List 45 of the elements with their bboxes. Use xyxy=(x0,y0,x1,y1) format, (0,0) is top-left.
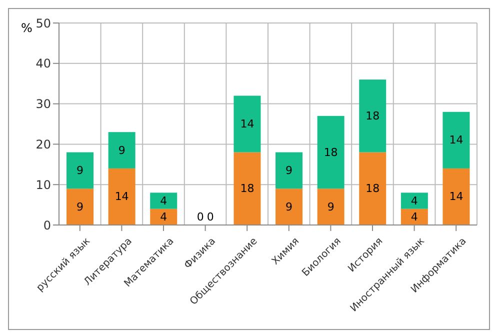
bar xyxy=(66,188,94,225)
bar xyxy=(442,112,470,168)
bar xyxy=(276,152,303,189)
y-tick-label: 10 xyxy=(36,178,51,192)
data-label: 9 xyxy=(327,200,334,214)
data-label: 4 xyxy=(160,194,168,208)
data-label: 14 xyxy=(114,190,129,204)
data-label: 4 xyxy=(410,194,418,208)
data-label: 14 xyxy=(240,118,254,130)
data-label: 9 xyxy=(286,200,293,214)
y-tick-label: 40 xyxy=(36,56,51,71)
y-tick-label: 0 xyxy=(43,218,51,232)
data-label: 0 xyxy=(196,210,204,224)
bar xyxy=(66,152,94,189)
data-label: 0 xyxy=(206,210,214,224)
bar xyxy=(442,168,470,225)
bar xyxy=(234,96,261,152)
y-axis-title: % xyxy=(21,21,32,35)
data-label: 9 xyxy=(118,144,126,157)
bar xyxy=(108,132,136,168)
data-label: 18 xyxy=(324,146,338,159)
y-tick-label: 30 xyxy=(36,97,51,112)
data-label: 18 xyxy=(366,109,380,122)
bar xyxy=(234,152,261,225)
data-label: 4 xyxy=(410,210,418,224)
bar xyxy=(359,80,386,152)
data-label: 9 xyxy=(286,164,293,177)
bar xyxy=(359,152,386,225)
bar xyxy=(400,208,428,225)
y-tick-label: 20 xyxy=(36,137,51,152)
bar xyxy=(276,188,303,225)
data-label: 4 xyxy=(160,210,168,224)
bar xyxy=(317,116,344,189)
bar xyxy=(108,168,136,225)
data-label: 18 xyxy=(366,182,380,196)
data-label: 14 xyxy=(449,190,464,204)
bar xyxy=(150,192,178,209)
data-label: 14 xyxy=(449,134,464,147)
bar xyxy=(317,188,344,225)
y-tick-label: 50 xyxy=(36,16,51,30)
data-label: 9 xyxy=(76,200,84,214)
data-label: 9 xyxy=(76,164,84,177)
bar xyxy=(150,208,178,225)
data-label: 18 xyxy=(240,182,254,196)
bar xyxy=(400,192,428,209)
